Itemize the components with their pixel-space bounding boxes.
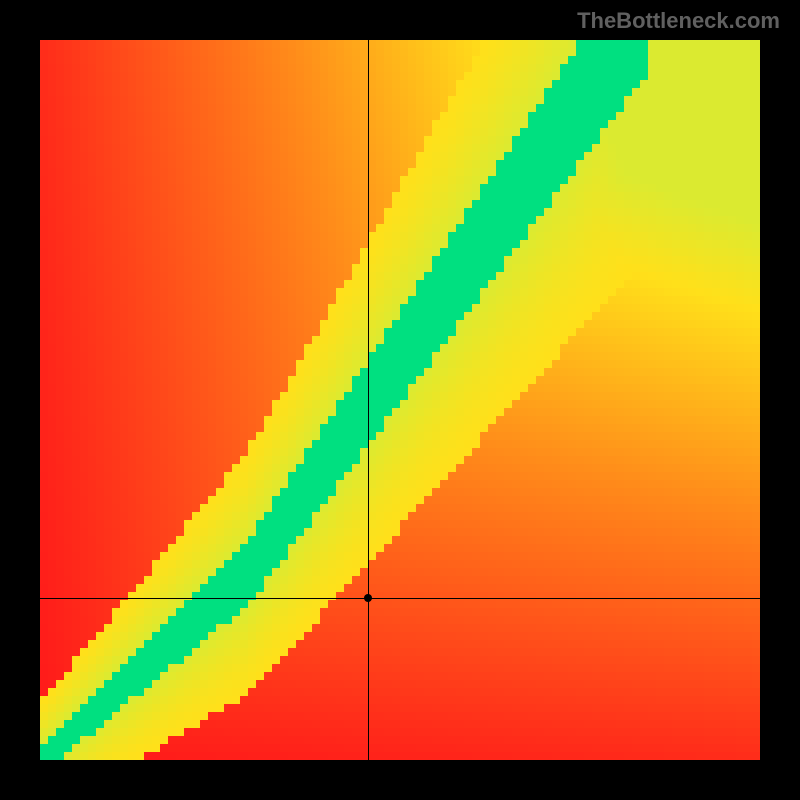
crosshair-vertical [368, 40, 369, 760]
heatmap-chart [40, 40, 760, 760]
heatmap-canvas [40, 40, 760, 760]
marker-dot [364, 594, 372, 602]
watermark: TheBottleneck.com [577, 8, 780, 34]
crosshair-horizontal [40, 598, 760, 599]
